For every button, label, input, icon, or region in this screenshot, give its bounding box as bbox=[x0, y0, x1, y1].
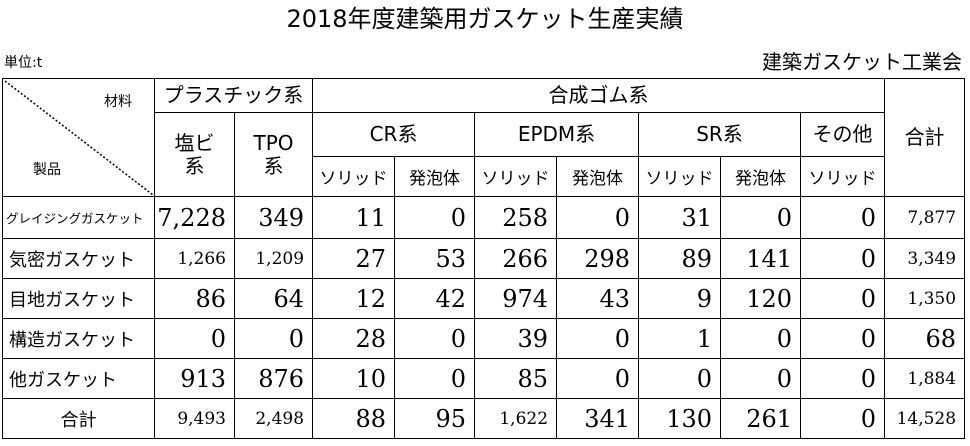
value-cell: 120 bbox=[720, 278, 802, 319]
value-cell: 913 bbox=[154, 358, 235, 399]
value-cell: 43 bbox=[556, 278, 640, 319]
other-header: その他 bbox=[800, 112, 886, 157]
value-cell: 974 bbox=[474, 278, 558, 319]
value-cell: 95 bbox=[394, 398, 476, 439]
value-cell: 1,622 bbox=[474, 398, 558, 439]
page-title: 2018年度建築用ガスケット生産実績 bbox=[286, 5, 684, 33]
value-cell: 0 bbox=[800, 238, 886, 279]
row-label: 構造ガスケット bbox=[2, 318, 155, 359]
row-label: 目地ガスケット bbox=[2, 278, 155, 319]
value-cell: 31 bbox=[638, 196, 722, 239]
table-row: 気密ガスケット 1,266 1,209 27 53 266 298 89 141… bbox=[2, 238, 966, 279]
value-cell: 0 bbox=[800, 318, 886, 359]
value-cell: 0 bbox=[800, 358, 886, 399]
sr-solid-header: ソリッド bbox=[638, 156, 722, 197]
corner-header-cell: 材料 製品 bbox=[2, 78, 155, 197]
cr-solid-header: ソリッド bbox=[312, 156, 396, 197]
cr-header: CR系 bbox=[312, 112, 476, 157]
unit-label: 単位:t bbox=[4, 55, 43, 71]
value-cell: 258 bbox=[474, 196, 558, 239]
value-cell: 27 bbox=[312, 238, 396, 279]
sr-header: SR系 bbox=[638, 112, 802, 157]
value-cell: 89 bbox=[638, 238, 722, 279]
total-cell: 68 bbox=[884, 318, 966, 359]
value-cell: 9,493 bbox=[154, 398, 235, 439]
value-cell: 0 bbox=[800, 278, 886, 319]
value-cell: 261 bbox=[720, 398, 802, 439]
diagonal-divider bbox=[4, 80, 154, 196]
value-cell: 0 bbox=[556, 358, 640, 399]
value-cell: 42 bbox=[394, 278, 476, 319]
total-cell: 3,349 bbox=[884, 238, 966, 279]
row-label: 他ガスケット bbox=[2, 358, 155, 399]
material-label: 材料 bbox=[104, 94, 132, 110]
pvc-header: 塩ビ系 bbox=[154, 112, 235, 197]
value-cell: 141 bbox=[720, 238, 802, 279]
other-solid-header: ソリッド bbox=[800, 156, 886, 197]
value-cell: 0 bbox=[800, 398, 886, 439]
row-label: 気密ガスケット bbox=[2, 238, 155, 279]
table-row: 目地ガスケット 86 64 12 42 974 43 9 120 0 1,350 bbox=[2, 278, 966, 319]
value-cell: 0 bbox=[800, 196, 886, 239]
total-cell: 1,350 bbox=[884, 278, 966, 319]
value-cell: 0 bbox=[394, 196, 476, 239]
sr-foam-header: 発泡体 bbox=[720, 156, 802, 197]
value-cell: 28 bbox=[312, 318, 396, 359]
value-cell: 2,498 bbox=[233, 398, 314, 439]
value-cell: 1,266 bbox=[154, 238, 235, 279]
total-cell: 1,884 bbox=[884, 358, 966, 399]
value-cell: 86 bbox=[154, 278, 235, 319]
value-cell: 0 bbox=[154, 318, 235, 359]
value-cell: 0 bbox=[720, 318, 802, 359]
value-cell: 10 bbox=[312, 358, 396, 399]
value-cell: 12 bbox=[312, 278, 396, 319]
epdm-foam-header: 発泡体 bbox=[556, 156, 640, 197]
total-cell: 14,528 bbox=[884, 398, 966, 439]
value-cell: 11 bbox=[312, 196, 396, 239]
value-cell: 0 bbox=[638, 358, 722, 399]
product-label: 製品 bbox=[33, 162, 61, 178]
value-cell: 0 bbox=[394, 358, 476, 399]
value-cell: 85 bbox=[474, 358, 558, 399]
epdm-header: EPDM系 bbox=[474, 112, 640, 157]
rubber-header: 合成ゴム系 bbox=[312, 78, 886, 113]
value-cell: 7,228 bbox=[154, 196, 235, 239]
epdm-solid-header: ソリッド bbox=[474, 156, 558, 197]
total-cell: 7,877 bbox=[884, 196, 966, 239]
value-cell: 0 bbox=[720, 358, 802, 399]
table-row-total: 合計 9,493 2,498 88 95 1,622 341 130 261 0… bbox=[2, 398, 966, 439]
organization-name: 建築ガスケット工業会 bbox=[762, 50, 962, 74]
value-cell: 0 bbox=[720, 196, 802, 239]
production-table: 材料 製品 プラスチック系 合成ゴム系 合計 塩ビ系 TPO系 CR系 EPDM… bbox=[2, 78, 966, 439]
value-cell: 88 bbox=[312, 398, 396, 439]
value-cell: 0 bbox=[556, 196, 640, 239]
row-label: グレイジングガスケット bbox=[2, 196, 155, 239]
value-cell: 1 bbox=[638, 318, 722, 359]
cr-foam-header: 発泡体 bbox=[394, 156, 476, 197]
value-cell: 349 bbox=[233, 196, 314, 239]
value-cell: 298 bbox=[556, 238, 640, 279]
value-cell: 341 bbox=[556, 398, 640, 439]
value-cell: 53 bbox=[394, 238, 476, 279]
value-cell: 266 bbox=[474, 238, 558, 279]
value-cell: 1,209 bbox=[233, 238, 314, 279]
total-header: 合計 bbox=[884, 78, 966, 197]
value-cell: 64 bbox=[233, 278, 314, 319]
plastic-header: プラスチック系 bbox=[153, 78, 314, 113]
value-cell: 9 bbox=[638, 278, 722, 319]
table-row: 構造ガスケット 0 0 28 0 39 0 1 0 0 68 bbox=[2, 318, 966, 359]
table-row: グレイジングガスケット 7,228 349 11 0 258 0 31 0 0 … bbox=[2, 196, 966, 239]
tpo-header: TPO系 bbox=[233, 112, 314, 197]
table-row: 他ガスケット 913 876 10 0 85 0 0 0 0 1,884 bbox=[2, 358, 966, 399]
value-cell: 130 bbox=[638, 398, 722, 439]
row-label: 合計 bbox=[2, 398, 155, 439]
value-cell: 0 bbox=[394, 318, 476, 359]
value-cell: 0 bbox=[556, 318, 640, 359]
value-cell: 0 bbox=[233, 318, 314, 359]
value-cell: 39 bbox=[474, 318, 558, 359]
value-cell: 876 bbox=[233, 358, 314, 399]
